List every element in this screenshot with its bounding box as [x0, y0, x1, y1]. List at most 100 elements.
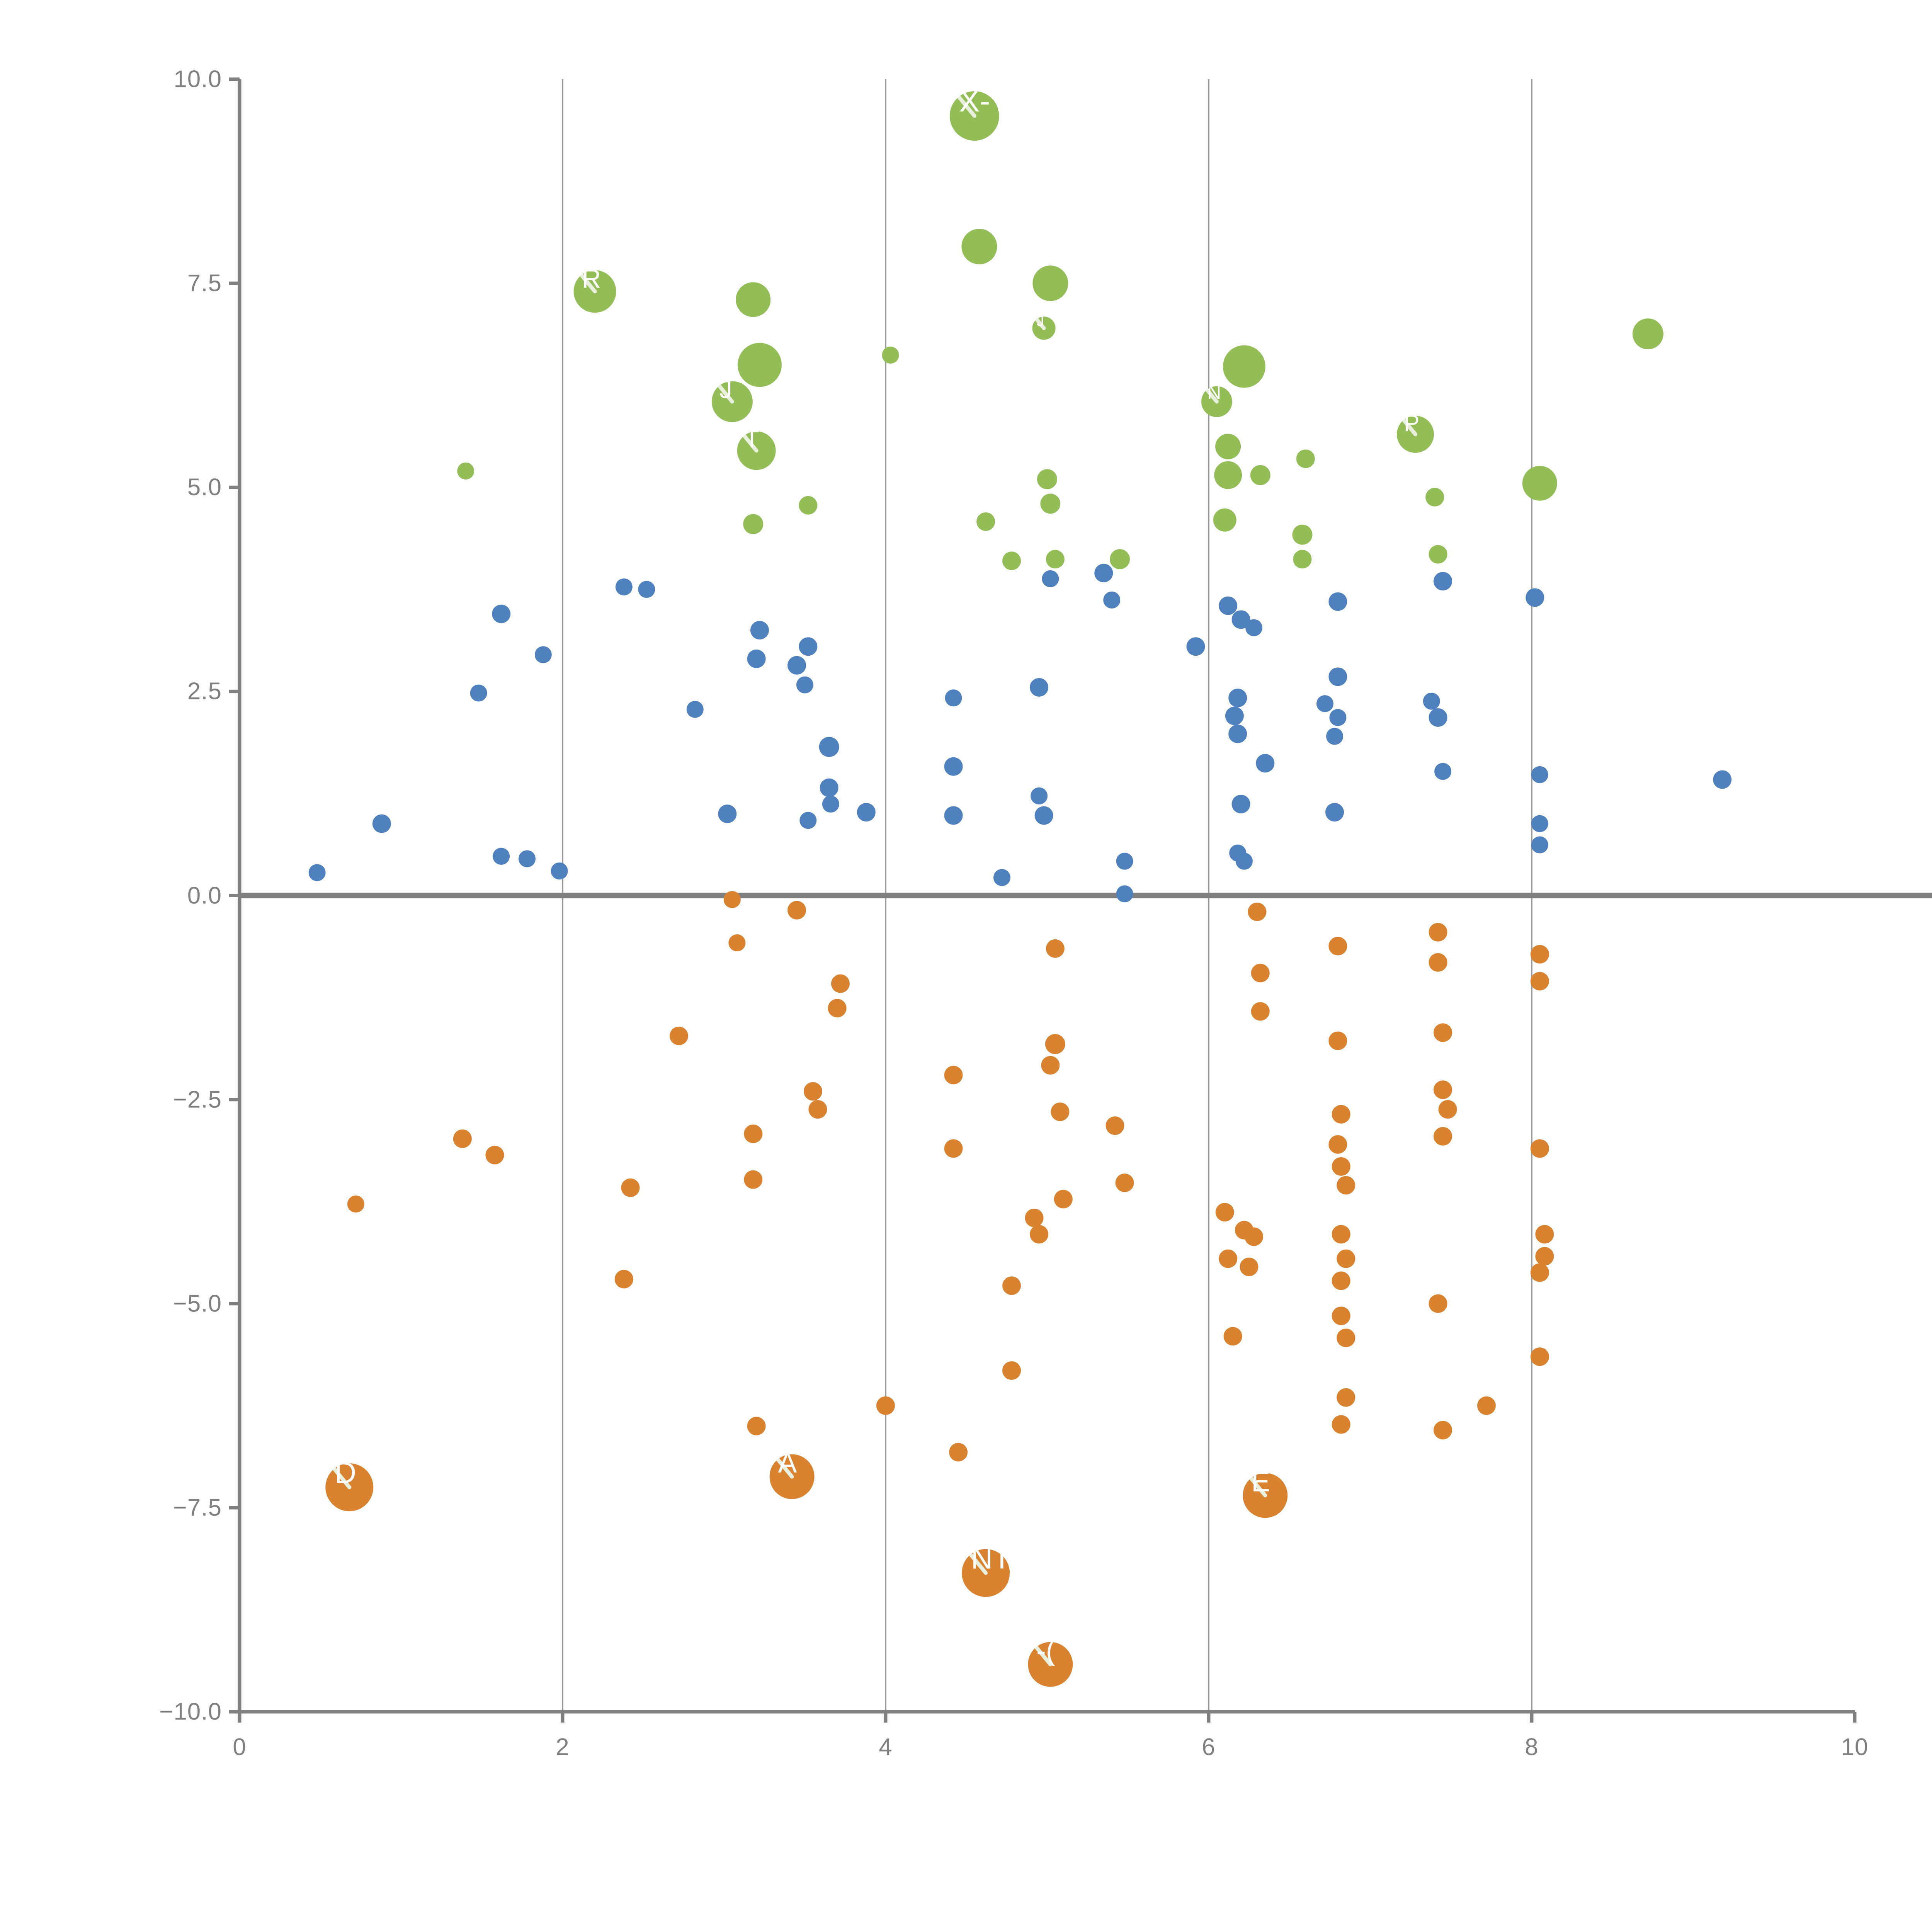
- data-point-low[interactable]: [803, 1082, 822, 1101]
- data-point-mid[interactable]: [944, 757, 963, 776]
- data-point-high[interactable]: [1213, 508, 1236, 532]
- data-point-high[interactable]: [1296, 449, 1315, 468]
- data-point-high[interactable]: [1223, 345, 1265, 388]
- data-point-low[interactable]: [614, 1270, 633, 1289]
- data-point-low[interactable]: [1530, 1139, 1549, 1158]
- data-point-low[interactable]: [944, 1139, 963, 1158]
- data-point-mid[interactable]: [799, 637, 818, 656]
- data-point-high[interactable]: [1214, 461, 1242, 489]
- data-point-mid[interactable]: [747, 649, 766, 668]
- data-point-mid[interactable]: [551, 862, 568, 880]
- data-point-low[interactable]: [1530, 1347, 1549, 1366]
- data-point-high[interactable]: [1293, 550, 1312, 569]
- data-point-mid[interactable]: [1531, 836, 1548, 854]
- data-point-mid[interactable]: [1326, 728, 1344, 745]
- data-point-mid[interactable]: [1429, 708, 1447, 727]
- data-point-mid[interactable]: [750, 621, 769, 639]
- data-point-low[interactable]: [1223, 1327, 1242, 1346]
- data-point-low[interactable]: [744, 1124, 763, 1143]
- data-point-low[interactable]: [1240, 1257, 1259, 1276]
- data-point-low[interactable]: [1429, 923, 1447, 942]
- data-point-mid[interactable]: [822, 795, 839, 813]
- data-point-low[interactable]: [1251, 964, 1270, 983]
- data-point-mid[interactable]: [1034, 806, 1053, 825]
- data-point-low[interactable]: [1438, 1100, 1457, 1119]
- data-point-mid[interactable]: [1094, 564, 1113, 583]
- data-point-high[interactable]: [1037, 469, 1057, 490]
- data-point-mid[interactable]: [1526, 588, 1544, 607]
- data-point-low[interactable]: [1332, 1271, 1350, 1290]
- data-point-low[interactable]: [347, 1196, 364, 1213]
- data-point-high[interactable]: [961, 229, 997, 265]
- data-point-mid[interactable]: [1713, 770, 1732, 789]
- data-point-mid[interactable]: [1103, 591, 1121, 609]
- data-point-mid[interactable]: [493, 848, 510, 865]
- data-point-mid[interactable]: [1116, 885, 1133, 903]
- data-point-low[interactable]: [1328, 1135, 1347, 1154]
- data-point-mid[interactable]: [1328, 592, 1347, 611]
- data-point-low[interactable]: [1332, 1225, 1350, 1244]
- data-point-low[interactable]: [1434, 1127, 1452, 1146]
- data-point-low[interactable]: [1530, 972, 1549, 991]
- data-point-mid[interactable]: [1434, 763, 1452, 780]
- data-point-mid[interactable]: [857, 803, 876, 822]
- data-point-low[interactable]: [1337, 1388, 1355, 1407]
- data-point-low[interactable]: [1429, 1294, 1447, 1313]
- data-point-low[interactable]: [1535, 1247, 1554, 1266]
- data-point-high[interactable]: [799, 496, 818, 515]
- data-point-low[interactable]: [1328, 1031, 1347, 1050]
- data-point-low[interactable]: [1337, 1328, 1355, 1347]
- data-point-mid[interactable]: [1329, 709, 1347, 726]
- data-point-mid[interactable]: [1256, 754, 1275, 773]
- data-point-low[interactable]: [1054, 1190, 1073, 1209]
- data-point-mid[interactable]: [819, 737, 839, 757]
- data-point-low[interactable]: [621, 1178, 640, 1197]
- data-point-low[interactable]: [485, 1146, 504, 1165]
- data-point-high[interactable]: [1522, 466, 1557, 501]
- data-point-low[interactable]: [1535, 1225, 1554, 1244]
- data-point-high[interactable]: [737, 343, 782, 387]
- data-point-low[interactable]: [1248, 902, 1267, 921]
- data-point-mid[interactable]: [799, 812, 817, 829]
- data-point-low[interactable]: [1429, 953, 1447, 972]
- data-point-mid[interactable]: [787, 656, 806, 675]
- data-point-high[interactable]: [1215, 434, 1241, 459]
- data-point-low[interactable]: [1002, 1361, 1021, 1380]
- data-point-low[interactable]: [1115, 1173, 1134, 1192]
- data-point-mid[interactable]: [1219, 596, 1238, 615]
- data-point-mid[interactable]: [519, 850, 536, 867]
- data-point-mid[interactable]: [993, 869, 1010, 886]
- data-point-low[interactable]: [949, 1443, 968, 1462]
- data-point-low[interactable]: [1051, 1102, 1070, 1121]
- data-point-mid[interactable]: [796, 676, 813, 694]
- data-point-high[interactable]: [882, 347, 899, 364]
- data-point-mid[interactable]: [1531, 815, 1548, 832]
- data-point-low[interactable]: [1434, 1023, 1452, 1042]
- data-point-mid[interactable]: [1316, 695, 1333, 713]
- data-point-high[interactable]: [1002, 551, 1021, 570]
- data-point-low[interactable]: [1530, 945, 1549, 964]
- data-point-mid[interactable]: [534, 646, 552, 663]
- data-point-low[interactable]: [1025, 1208, 1044, 1227]
- data-point-high[interactable]: [1292, 524, 1313, 545]
- data-point-mid[interactable]: [1186, 637, 1205, 656]
- data-point-low[interactable]: [831, 974, 850, 993]
- data-point-low[interactable]: [1215, 1203, 1234, 1222]
- data-point-high[interactable]: [1250, 465, 1270, 485]
- data-point-high[interactable]: [1110, 549, 1130, 570]
- data-point-low[interactable]: [1105, 1116, 1124, 1135]
- data-point-mid[interactable]: [1042, 570, 1059, 587]
- data-point-high[interactable]: [1032, 265, 1068, 301]
- data-point-low[interactable]: [1328, 937, 1347, 956]
- data-point-low[interactable]: [747, 1417, 766, 1435]
- data-point-mid[interactable]: [1245, 619, 1263, 636]
- data-point-mid[interactable]: [945, 689, 962, 707]
- data-point-mid[interactable]: [718, 804, 737, 823]
- data-point-low[interactable]: [1332, 1157, 1350, 1176]
- data-point-mid[interactable]: [1531, 766, 1548, 783]
- data-point-low[interactable]: [453, 1129, 472, 1148]
- data-point-high[interactable]: [1425, 488, 1444, 507]
- data-point-mid[interactable]: [1231, 610, 1250, 629]
- data-point-high[interactable]: [1040, 493, 1061, 514]
- data-point-low[interactable]: [1030, 1225, 1049, 1244]
